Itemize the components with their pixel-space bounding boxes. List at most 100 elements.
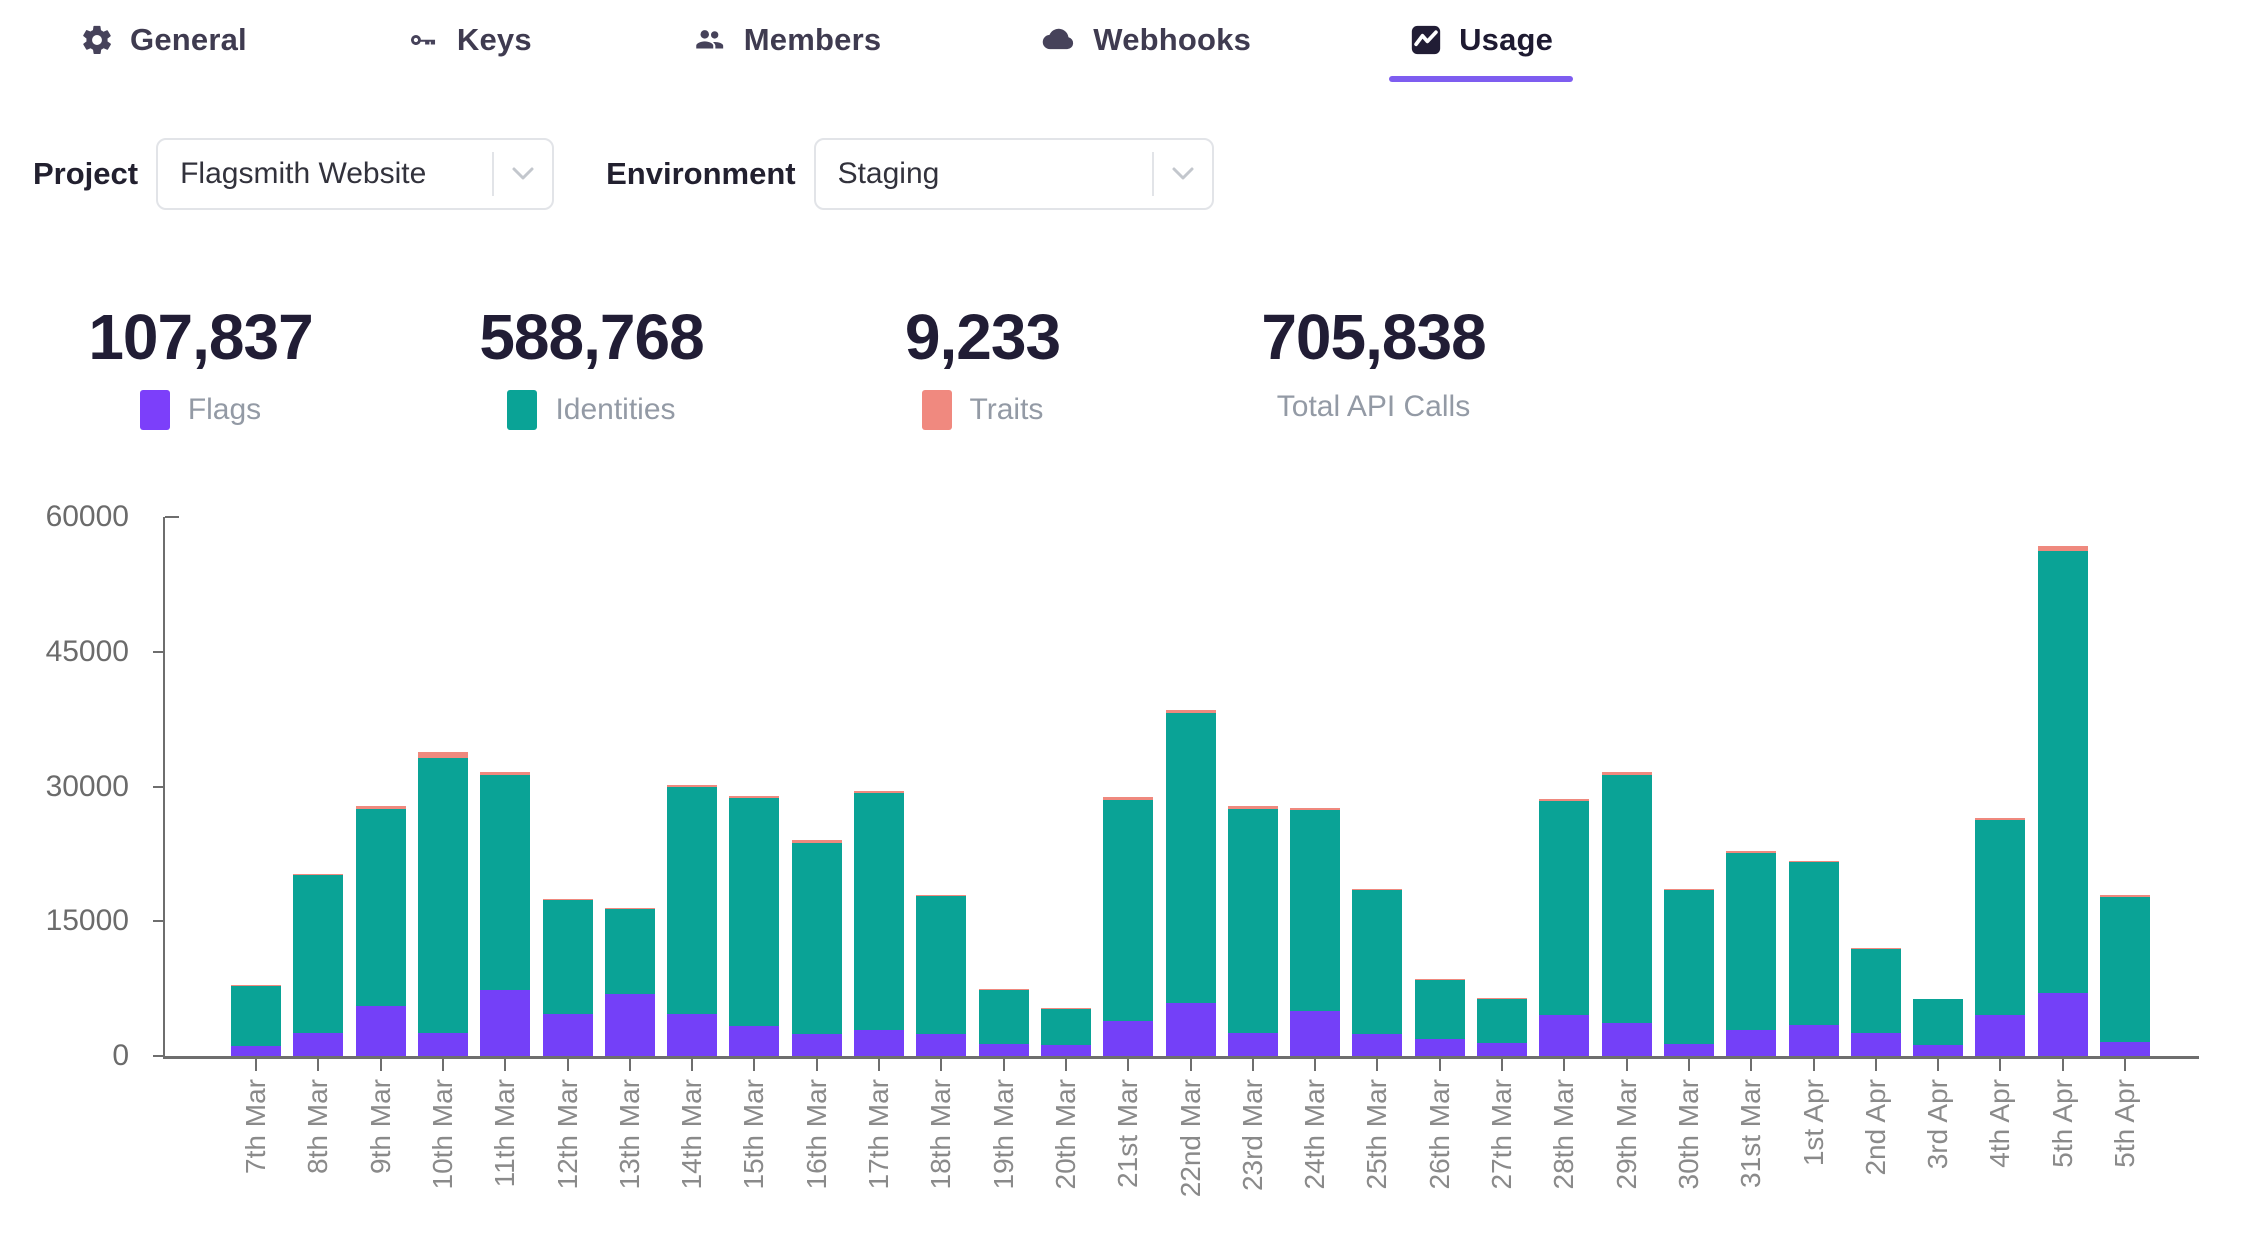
bar-segment-traits [1477, 997, 1527, 999]
bar-segment-flags [1414, 1038, 1465, 1056]
bar-12th-mar [542, 898, 593, 1056]
bar-segment-flags [1103, 1020, 1154, 1056]
bar-29th-mar [1601, 772, 1652, 1056]
tab-members[interactable]: Members [670, 8, 902, 78]
stat-label: Flags [187, 393, 262, 426]
x-axis-tick [1563, 1059, 1566, 1071]
bar-segment-traits [854, 791, 904, 793]
bar-segment-flags [1539, 1014, 1590, 1056]
bar-segment-identities [1414, 979, 1465, 1039]
bar-17th-mar [854, 791, 904, 1056]
bar-segment-traits [1850, 948, 1901, 950]
stat-value: 9,233 [904, 301, 1061, 373]
stat-legend: Identities [507, 390, 676, 430]
bar-segment-identities [1539, 801, 1590, 1015]
bar-22nd-mar [1165, 710, 1216, 1056]
stat-label: Identities [555, 393, 676, 426]
x-axis-tick-label: 15th Mar [738, 1079, 770, 1190]
project-select[interactable]: Flagsmith Website [156, 138, 555, 210]
x-axis-tick [1625, 1059, 1628, 1071]
legend-swatch [139, 390, 170, 430]
bar-segment-flags [2037, 993, 2088, 1056]
bar-segment-identities [417, 757, 468, 1033]
project-label: Project [33, 156, 139, 191]
y-axis-tick-label: 45000 [45, 634, 129, 668]
x-axis-tick-label: 5th Apr [2109, 1079, 2140, 1168]
select-divider [1151, 152, 1154, 196]
bar-segment-traits [1414, 978, 1465, 980]
environment-select[interactable]: Staging [813, 138, 1214, 210]
bar-segment-identities [1663, 890, 1714, 1045]
x-axis-tick-label: 12th Mar [551, 1079, 583, 1190]
environment-label: Environment [606, 156, 796, 191]
bar-segment-identities [1165, 713, 1216, 1003]
bar-segment-traits [916, 895, 967, 897]
bar-segment-traits [1290, 808, 1341, 811]
bar-15th-mar [729, 795, 780, 1056]
bar-segment-identities [854, 792, 904, 1030]
bar-segment-flags [1726, 1029, 1777, 1056]
key-icon [405, 23, 441, 57]
bar-segment-identities [1103, 799, 1154, 1021]
bar-segment-identities [2037, 551, 2088, 994]
x-axis-tick-label: 20th Mar [1049, 1079, 1081, 1190]
bar-segment-traits [1539, 799, 1590, 802]
x-axis-tick [691, 1059, 694, 1071]
tab-webhooks[interactable]: Webhooks [1019, 8, 1271, 78]
tab-label: Usage [1459, 22, 1554, 57]
x-axis-tick [317, 1059, 320, 1071]
bar-segment-flags [1788, 1024, 1839, 1056]
tab-keys[interactable]: Keys [385, 8, 552, 78]
bar-segment-flags [231, 1046, 281, 1056]
x-axis [163, 1056, 2199, 1059]
bar-segment-identities [2100, 896, 2150, 1042]
stats-row: 107,837 Flags 588,768 Identities 9,233 T… [5, 300, 1569, 430]
bar-segment-identities [978, 989, 1029, 1045]
bar-11th-mar [480, 772, 531, 1056]
bar-segment-identities [667, 786, 718, 1014]
bar-segment-flags [854, 1029, 904, 1056]
bar-segment-traits [1726, 851, 1777, 853]
bar-segment-flags [729, 1026, 780, 1056]
x-axis-tick [1314, 1059, 1317, 1071]
x-axis-tick-label: 2nd Apr [1859, 1079, 1891, 1176]
bar-segment-traits [1788, 861, 1839, 863]
legend-swatch [921, 390, 952, 430]
tab-usage[interactable]: Usage [1389, 8, 1574, 82]
x-axis-tick [1438, 1059, 1441, 1071]
tab-label: Webhooks [1093, 22, 1252, 57]
bar-segment-traits [1352, 888, 1403, 891]
x-axis-tick [1999, 1059, 2002, 1071]
bar-segment-identities [1601, 775, 1652, 1023]
legend-swatch [507, 390, 538, 430]
bar-segment-traits [1040, 1008, 1091, 1010]
bar-segment-traits [1601, 772, 1652, 776]
chevron-down-icon [494, 166, 552, 182]
bar-segment-traits [355, 806, 406, 809]
bar-segment-flags [542, 1013, 593, 1056]
bar-segment-flags [1477, 1043, 1527, 1056]
x-axis-tick-label: 26th Mar [1423, 1079, 1455, 1190]
stat-value: 705,838 [1261, 301, 1486, 373]
bar-segment-traits [1103, 797, 1154, 800]
bar-segment-identities [729, 797, 780, 1027]
x-axis-tick-label: 8th Mar [302, 1079, 334, 1174]
tab-general[interactable]: General [60, 8, 267, 78]
bar-segment-flags [1850, 1032, 1901, 1056]
bar-4th-apr [1975, 817, 2026, 1056]
x-axis-tick [504, 1059, 507, 1071]
bar-segment-flags [667, 1013, 718, 1056]
bar-segment-identities [542, 900, 593, 1014]
x-axis-tick-label: 7th Mar [240, 1079, 271, 1174]
x-axis-tick [628, 1059, 631, 1071]
y-axis-tick [153, 785, 165, 788]
x-axis-tick [1687, 1059, 1690, 1071]
bar-segment-identities [1913, 999, 1964, 1046]
bar-26th-mar [1414, 978, 1465, 1056]
cloud-icon [1039, 23, 1077, 57]
bar-16th-mar [791, 840, 842, 1056]
stat-identities: 588,768 Identities [396, 300, 787, 430]
bar-segment-identities [293, 875, 344, 1034]
bar-segment-flags [916, 1034, 967, 1056]
usage-chart-icon [1409, 23, 1443, 57]
